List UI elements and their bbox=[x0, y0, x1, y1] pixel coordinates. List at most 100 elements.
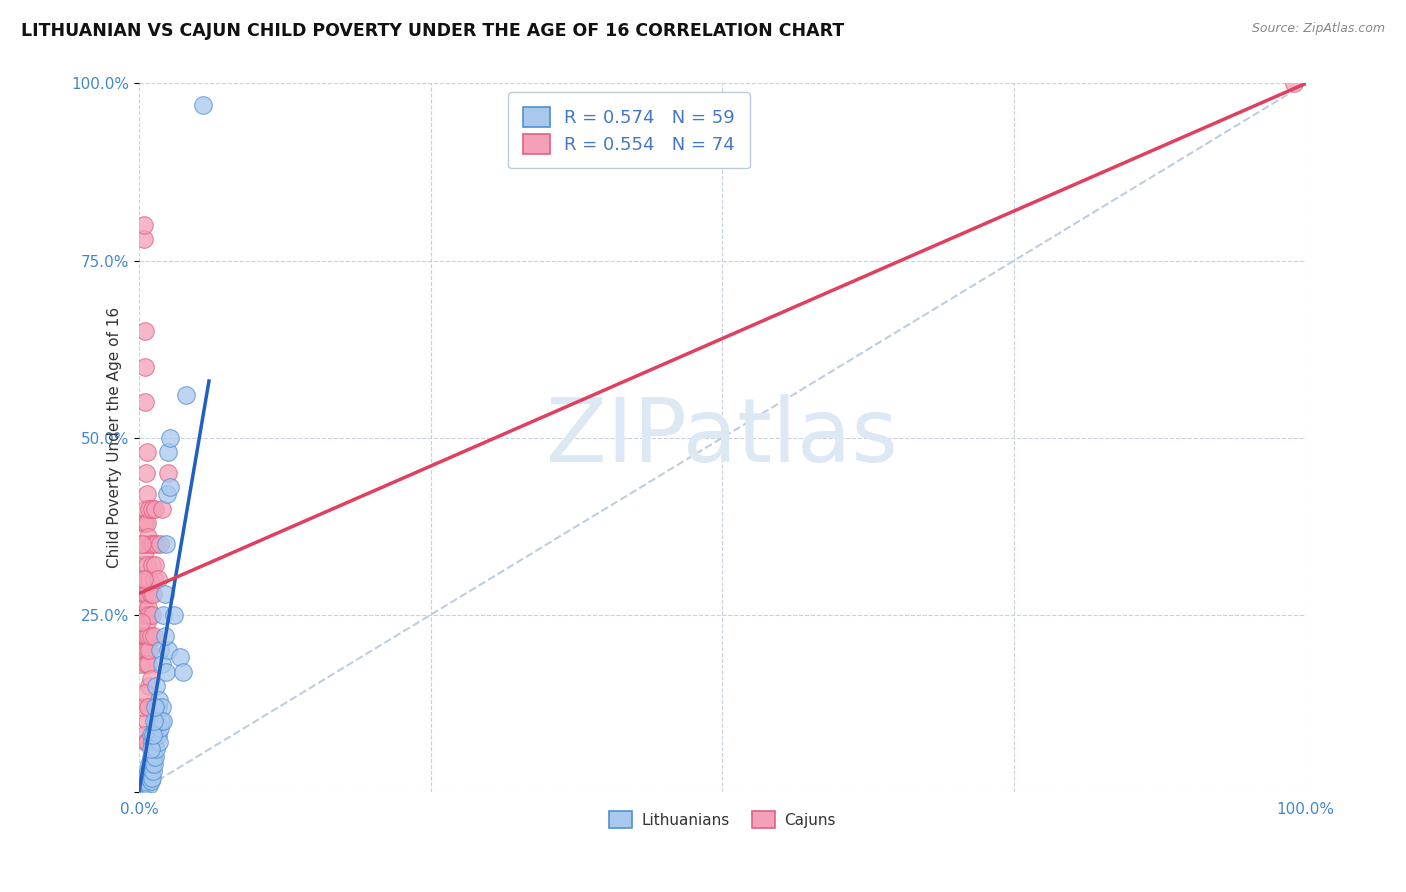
Point bbox=[131, 779, 153, 793]
Point bbox=[149, 721, 172, 735]
Point bbox=[134, 774, 156, 789]
Point bbox=[136, 516, 159, 530]
Point bbox=[136, 615, 159, 629]
Point bbox=[145, 742, 167, 756]
Point bbox=[145, 679, 167, 693]
Point bbox=[132, 629, 155, 643]
Point bbox=[136, 643, 159, 657]
Point bbox=[139, 764, 162, 778]
Point bbox=[143, 714, 166, 728]
Point bbox=[141, 501, 163, 516]
Point bbox=[134, 629, 156, 643]
Point bbox=[143, 721, 166, 735]
Point bbox=[146, 728, 169, 742]
Point bbox=[139, 537, 162, 551]
Point bbox=[136, 445, 159, 459]
Point bbox=[135, 735, 157, 749]
Point bbox=[152, 607, 174, 622]
Point bbox=[132, 728, 155, 742]
Point bbox=[134, 359, 156, 374]
Point bbox=[132, 573, 155, 587]
Point bbox=[139, 586, 162, 600]
Point bbox=[136, 774, 159, 789]
Point bbox=[149, 643, 172, 657]
Point bbox=[132, 232, 155, 246]
Point bbox=[138, 679, 160, 693]
Text: Source: ZipAtlas.com: Source: ZipAtlas.com bbox=[1251, 22, 1385, 36]
Point bbox=[143, 501, 166, 516]
Point bbox=[143, 735, 166, 749]
Point bbox=[139, 629, 162, 643]
Point bbox=[134, 792, 156, 806]
Point bbox=[132, 516, 155, 530]
Point bbox=[142, 586, 165, 600]
Point bbox=[131, 700, 153, 714]
Point bbox=[134, 544, 156, 558]
Point bbox=[131, 607, 153, 622]
Point bbox=[136, 700, 159, 714]
Point bbox=[129, 615, 152, 629]
Point bbox=[152, 714, 174, 728]
Point bbox=[129, 778, 152, 792]
Point bbox=[135, 537, 157, 551]
Point bbox=[139, 749, 162, 764]
Point bbox=[157, 643, 180, 657]
Point bbox=[136, 657, 159, 672]
Point bbox=[143, 700, 166, 714]
Y-axis label: Child Poverty Under the Age of 16: Child Poverty Under the Age of 16 bbox=[107, 307, 122, 568]
Point bbox=[134, 325, 156, 339]
Point bbox=[191, 97, 214, 112]
Point bbox=[138, 771, 160, 785]
Point bbox=[136, 600, 159, 615]
Point bbox=[142, 749, 165, 764]
Point bbox=[136, 586, 159, 600]
Point bbox=[141, 558, 163, 573]
Point bbox=[142, 728, 165, 742]
Point bbox=[142, 764, 165, 778]
Point bbox=[150, 501, 173, 516]
Point bbox=[155, 665, 177, 679]
Point bbox=[1282, 77, 1305, 91]
Point bbox=[136, 735, 159, 749]
Point bbox=[136, 558, 159, 573]
Point bbox=[141, 771, 163, 785]
Point bbox=[134, 686, 156, 700]
Point bbox=[138, 756, 160, 771]
Point bbox=[136, 487, 159, 501]
Text: LITHUANIAN VS CAJUN CHILD POVERTY UNDER THE AGE OF 16 CORRELATION CHART: LITHUANIAN VS CAJUN CHILD POVERTY UNDER … bbox=[21, 22, 845, 40]
Point bbox=[135, 466, 157, 480]
Legend: Lithuanians, Cajuns: Lithuanians, Cajuns bbox=[603, 805, 842, 834]
Point bbox=[143, 573, 166, 587]
Point bbox=[141, 756, 163, 771]
Point bbox=[143, 749, 166, 764]
Point bbox=[134, 516, 156, 530]
Point bbox=[136, 629, 159, 643]
Point bbox=[150, 700, 173, 714]
Point bbox=[139, 728, 162, 742]
Point bbox=[132, 781, 155, 796]
Text: ZIPatlas: ZIPatlas bbox=[547, 394, 898, 481]
Point bbox=[143, 756, 166, 771]
Point bbox=[146, 700, 169, 714]
Point bbox=[129, 657, 152, 672]
Point bbox=[136, 771, 159, 785]
Point bbox=[155, 537, 177, 551]
Point bbox=[135, 657, 157, 672]
Point bbox=[132, 218, 155, 232]
Point bbox=[131, 643, 153, 657]
Point bbox=[157, 445, 180, 459]
Point bbox=[143, 558, 166, 573]
Point bbox=[153, 586, 176, 600]
Point bbox=[142, 537, 165, 551]
Point bbox=[138, 778, 160, 792]
Point bbox=[150, 657, 173, 672]
Point bbox=[153, 629, 176, 643]
Point bbox=[146, 573, 169, 587]
Point bbox=[138, 573, 160, 587]
Point bbox=[131, 558, 153, 573]
Point bbox=[136, 700, 159, 714]
Point bbox=[136, 767, 159, 781]
Point bbox=[148, 735, 170, 749]
Point bbox=[131, 537, 153, 551]
Point bbox=[139, 774, 162, 789]
